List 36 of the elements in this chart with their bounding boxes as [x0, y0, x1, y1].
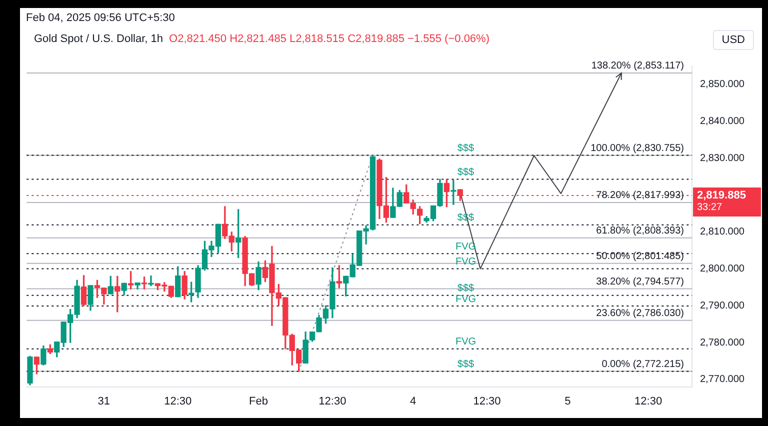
y-tick-label: 2,850.000: [700, 79, 745, 90]
x-tick-label: Feb: [249, 395, 268, 408]
y-tick-label: 2,790.000: [700, 300, 745, 312]
y-tick-label: 2,800.000: [700, 264, 745, 275]
ref-line-label: FVG: [455, 336, 476, 348]
x-tick-label: 12:30: [634, 395, 662, 408]
y-tick-label: 2,770.000: [700, 374, 745, 386]
x-tick-label: 4: [410, 395, 416, 408]
ref-line-label: $$$: [457, 166, 475, 178]
ref-line-label: 61.80% (2,808.393): [596, 226, 684, 237]
chart-subtitle: Feb 04, 2025 09:56 UTC+5:30: [26, 12, 175, 24]
ref-line-label: FVG: [455, 294, 476, 305]
x-tick-label: 12:30: [473, 395, 501, 408]
x-tick-label: 5: [564, 395, 571, 408]
ref-line-label: 50.00% (2,801.485): [596, 251, 684, 262]
y-tick-label: 2,840.000: [700, 116, 745, 128]
text: O2,821.450 H2,821.485 L2,818.515 C2,819.885 −1.555 (−0.06%): [169, 33, 490, 45]
y-axis-title: USD: [712, 30, 754, 50]
x-tick-label: 12:30: [164, 395, 192, 408]
ref-line-label: 78.20% (2,817.993): [596, 190, 684, 202]
ref-line-label: 23.60% (2,786.030): [596, 308, 684, 320]
ref-line-label: 0.00% (2,772.215): [602, 359, 684, 370]
y-tick-label: 2,830.000: [700, 152, 745, 164]
y-tick-label: 2,810.000: [700, 226, 745, 238]
ref-line-label: $$$: [457, 359, 475, 370]
ref-line-label: $$$: [457, 142, 475, 154]
ref-line-label: $$$: [457, 283, 475, 294]
ref-line-label: 38.20% (2,794.577): [596, 276, 684, 288]
y-tick-label: 2,780.000: [700, 337, 745, 348]
ref-line-label: 2,819.885 33:27: [697, 190, 746, 214]
ref-line-label: FVG: [455, 256, 476, 268]
ref-line-label: 100.00% (2,830.755): [590, 143, 684, 154]
x-tick-label: 31: [98, 395, 110, 408]
chart-title: Gold Spot / U.S. Dollar, 1h: [34, 33, 164, 45]
ref-line-label: 138.20% (2,853.117): [591, 60, 684, 72]
x-tick-label: 12:30: [318, 395, 346, 408]
